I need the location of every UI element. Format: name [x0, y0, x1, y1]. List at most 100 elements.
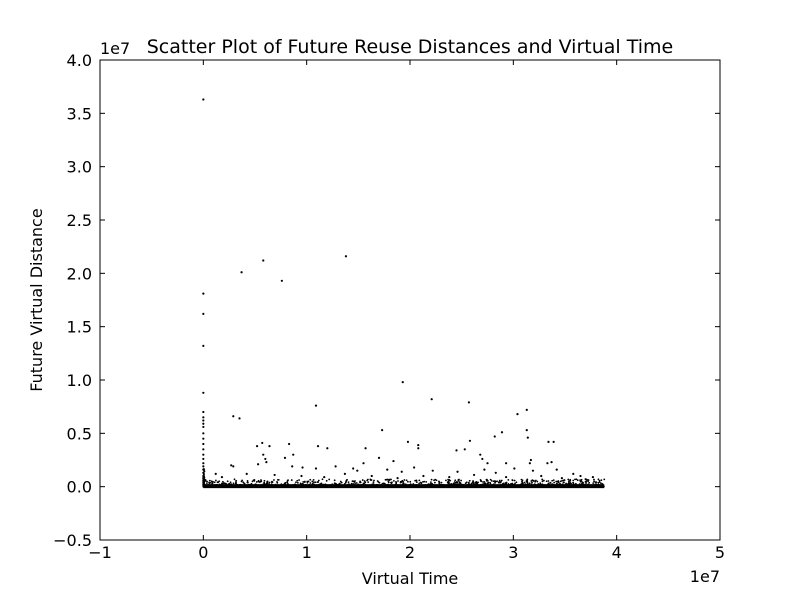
- data-point: [202, 98, 205, 101]
- data-point: [202, 422, 205, 425]
- data-point: [392, 479, 395, 482]
- data-point: [210, 480, 213, 483]
- data-point: [303, 481, 306, 484]
- data-point: [321, 478, 324, 481]
- y-tick-label: 4.0: [67, 51, 92, 70]
- data-point: [447, 478, 450, 481]
- data-point: [202, 419, 205, 422]
- data-point: [485, 479, 488, 482]
- data-point: [264, 457, 267, 461]
- data-point: [317, 479, 320, 482]
- data-point: [532, 479, 535, 482]
- data-point: [563, 479, 566, 481]
- data-point: [216, 481, 219, 484]
- data-point: [405, 479, 408, 482]
- data-point: [309, 482, 312, 484]
- data-point: [585, 480, 588, 483]
- data-point: [555, 480, 558, 483]
- data-point: [448, 475, 451, 479]
- data-point: [565, 482, 567, 485]
- data-point: [268, 481, 271, 484]
- data-point: [202, 485, 205, 488]
- data-point: [286, 481, 289, 484]
- data-point: [417, 443, 420, 447]
- data-point: [300, 474, 303, 478]
- data-point: [520, 478, 523, 481]
- data-point: [400, 470, 403, 473]
- data-point: [454, 479, 457, 482]
- data-point: [552, 440, 555, 443]
- data-point: [296, 479, 299, 482]
- data-point: [395, 482, 398, 485]
- data-point: [366, 479, 369, 482]
- data-point: [422, 481, 424, 483]
- data-point: [513, 467, 516, 470]
- data-point: [403, 479, 406, 481]
- y-ticks: −0.5 0.0 0.5 1.0 1.5 2.0 2.5 3.0 3.5 4.0: [53, 51, 720, 550]
- x-tick-label: 2: [405, 543, 415, 562]
- y-tick-label: 1.0: [67, 371, 92, 390]
- data-point: [529, 458, 533, 462]
- data-point: [493, 480, 496, 482]
- data-point: [579, 474, 582, 478]
- data-point: [364, 481, 367, 484]
- data-point: [550, 461, 553, 464]
- data-point: [202, 425, 205, 429]
- data-point: [347, 481, 350, 484]
- data-point: [232, 482, 235, 485]
- data-point: [259, 480, 262, 483]
- data-point: [298, 479, 300, 481]
- data-point: [218, 480, 221, 483]
- data-point: [390, 482, 393, 485]
- data-point: [325, 479, 328, 482]
- x-axis-offset-label: 1e7: [690, 567, 720, 586]
- data-point: [361, 479, 364, 481]
- data-point: [542, 479, 545, 482]
- data-point: [246, 479, 249, 482]
- data-point: [413, 466, 416, 469]
- data-point: [526, 478, 529, 481]
- data-point: [263, 479, 266, 482]
- data-point: [262, 453, 265, 456]
- data-point: [261, 441, 264, 445]
- data-point: [257, 480, 260, 483]
- data-point: [457, 479, 460, 481]
- data-point: [202, 462, 205, 465]
- data-point: [226, 480, 229, 483]
- data-point: [477, 481, 479, 484]
- data-point: [202, 477, 205, 480]
- data-point: [549, 481, 552, 484]
- data-point: [206, 482, 208, 485]
- data-point: [530, 480, 533, 482]
- data-point: [489, 478, 492, 481]
- data-point: [202, 468, 205, 471]
- data-point: [497, 481, 500, 484]
- data-point: [560, 477, 564, 480]
- data-point: [500, 431, 504, 434]
- data-point: [486, 462, 489, 465]
- data-point: [440, 481, 443, 484]
- data-point: [502, 482, 505, 485]
- data-point: [286, 480, 289, 483]
- data-point: [409, 480, 412, 483]
- x-tick-label: 3: [508, 543, 518, 562]
- data-point: [257, 463, 260, 466]
- data-point: [467, 401, 470, 404]
- data-point: [202, 465, 205, 468]
- data-point: [202, 432, 205, 435]
- data-point: [513, 479, 516, 482]
- data-point: [299, 482, 302, 485]
- y-tick-label: 3.0: [67, 158, 92, 177]
- dense-band-base: [203, 484, 605, 489]
- data-point: [496, 480, 499, 483]
- data-point: [603, 478, 606, 481]
- data-point: [351, 480, 354, 482]
- data-point: [232, 465, 235, 468]
- data-point: [593, 478, 595, 481]
- data-point: [202, 453, 205, 456]
- data-point: [526, 436, 529, 439]
- data-point: [494, 471, 497, 474]
- data-point: [352, 467, 355, 470]
- data-point: [284, 482, 286, 484]
